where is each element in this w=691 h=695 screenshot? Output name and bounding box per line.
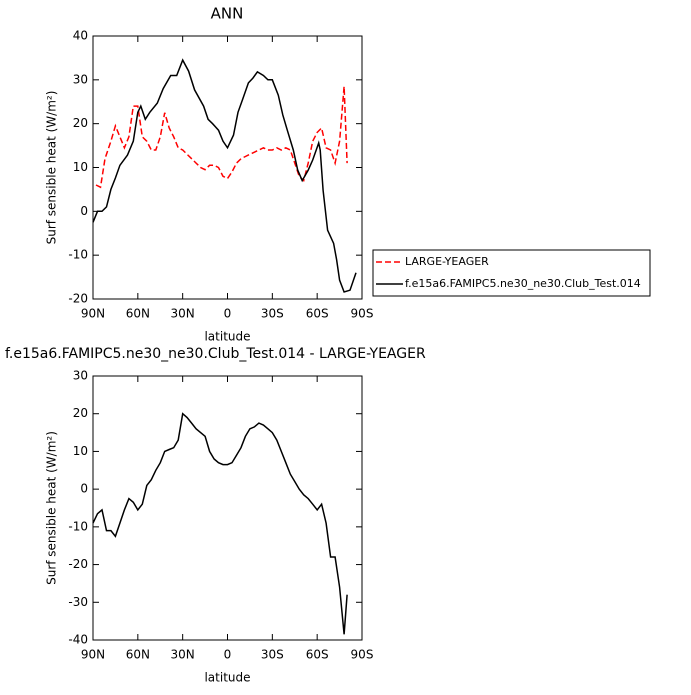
legend-label: f.e15a6.FAMIPC5.ne30_ne30.Club_Test.014 — [405, 277, 641, 290]
y-tick-label: -30 — [68, 595, 88, 609]
chart-title: ANN — [211, 5, 244, 23]
x-tick-label: 90N — [81, 648, 105, 662]
y-tick-label: 10 — [73, 444, 88, 458]
y-tick-label: 30 — [73, 72, 88, 86]
x-tick-label: 60N — [126, 648, 150, 662]
x-tick-label: 60S — [306, 648, 329, 662]
y-tick-label: -20 — [68, 557, 88, 571]
x-axis-label: latitude — [204, 671, 250, 685]
legend-box — [372, 249, 651, 297]
y-tick-label: 30 — [73, 369, 88, 383]
y-tick-label: 0 — [80, 204, 88, 218]
y-tick-label: 0 — [80, 482, 88, 496]
y-axis-label: Surf sensible heat (W/m²) — [45, 91, 59, 245]
y-axis-label: Surf sensible heat (W/m²) — [45, 431, 59, 585]
x-tick-label: 30S — [261, 307, 284, 321]
x-tick-label: 90S — [351, 307, 374, 321]
y-tick-label: -40 — [68, 633, 88, 647]
x-tick-label: 60S — [306, 307, 329, 321]
x-tick-label: 30S — [261, 648, 284, 662]
plot-frame — [92, 375, 363, 641]
x-tick-label: 90N — [81, 307, 105, 321]
y-tick-label: -10 — [68, 248, 88, 262]
y-tick-label: 40 — [73, 29, 88, 43]
y-tick-label: -20 — [68, 292, 88, 306]
data-line — [95, 86, 348, 189]
x-tick-label: 60N — [126, 307, 150, 321]
x-tick-label: 0 — [224, 307, 232, 321]
y-tick-label: 20 — [73, 406, 88, 420]
data-line — [92, 412, 348, 635]
legend-label: LARGE-YEAGER — [405, 255, 489, 268]
y-tick-label: -10 — [68, 519, 88, 533]
y-tick-label: 10 — [73, 160, 88, 174]
chart-title: f.e15a6.FAMIPC5.ne30_ne30.Club_Test.014 … — [5, 346, 426, 362]
x-tick-label: 30N — [171, 648, 195, 662]
x-axis-label: latitude — [204, 330, 250, 344]
x-tick-label: 90S — [351, 648, 374, 662]
x-tick-label: 30N — [171, 307, 195, 321]
data-line — [92, 58, 357, 293]
x-tick-label: 0 — [224, 648, 232, 662]
y-tick-label: 20 — [73, 116, 88, 130]
